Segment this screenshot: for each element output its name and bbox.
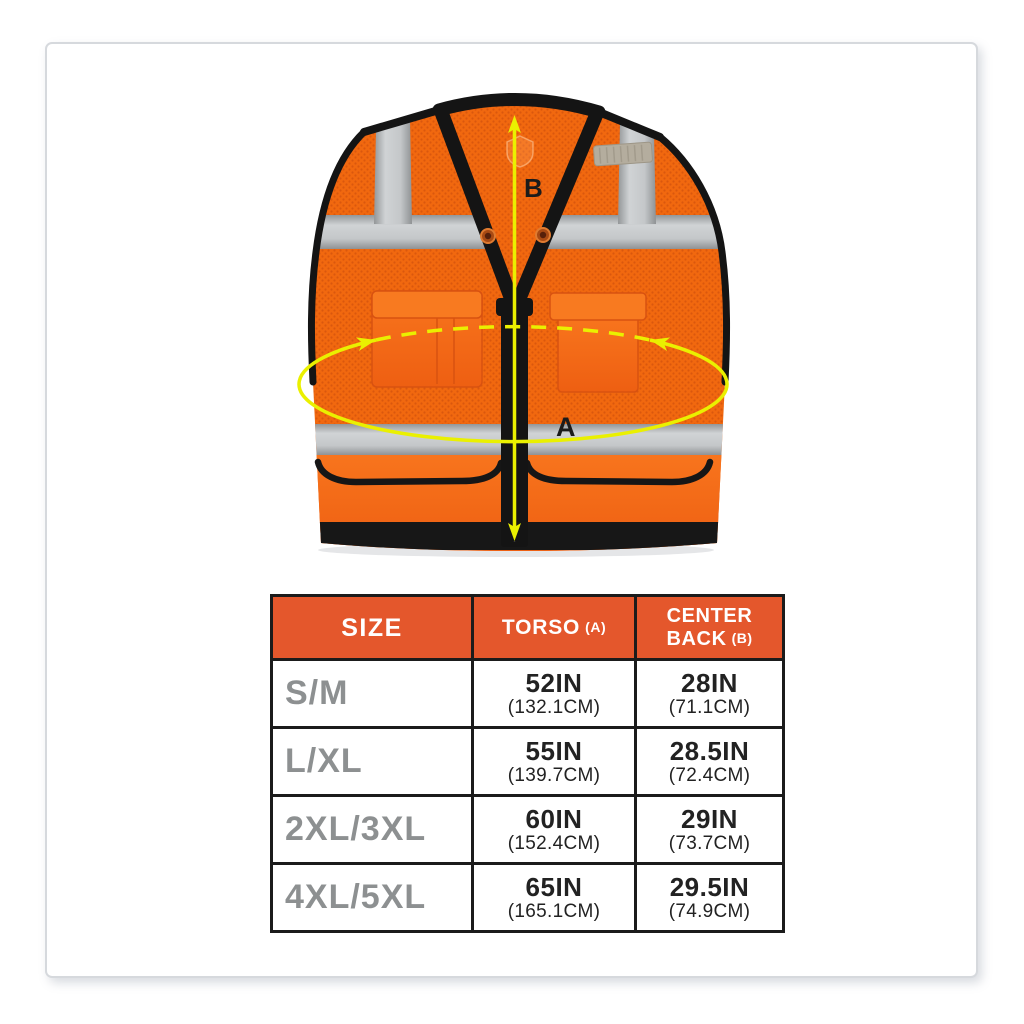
label-b: B bbox=[524, 173, 543, 203]
torso-value: 52IN (132.1CM) bbox=[471, 658, 637, 729]
torso-cm: (132.1CM) bbox=[507, 696, 601, 718]
torso-value: 55IN (139.7CM) bbox=[471, 726, 637, 797]
header-center-back-sub: (B) bbox=[731, 629, 753, 646]
header-size: SIZE bbox=[270, 594, 474, 661]
shoulder-trim bbox=[360, 106, 664, 141]
ellipse-left-arrowhead bbox=[355, 337, 376, 351]
collar-trim bbox=[432, 92, 606, 119]
size-chart-table: SIZE TORSO (A) CENTER BACK (B) S/M 52IN (13… bbox=[270, 594, 785, 933]
back-value: 29.5IN (74.9CM) bbox=[634, 862, 785, 933]
back-inches: 29IN bbox=[681, 803, 738, 834]
back-inches: 29.5IN bbox=[669, 871, 750, 902]
center-back-measure-arrow bbox=[508, 115, 521, 541]
table-row-lxl: L/XL 55IN (139.7CM) 28.5IN (72.4CM) bbox=[270, 726, 785, 797]
back-cm: (72.4CM) bbox=[668, 764, 751, 786]
size-label: S/M bbox=[270, 658, 474, 729]
torso-inches: 60IN bbox=[525, 803, 583, 834]
back-value: 28.5IN (72.4CM) bbox=[634, 726, 785, 797]
left-lower-pocket-flap bbox=[314, 458, 505, 486]
header-size-label: SIZE bbox=[341, 613, 403, 642]
ellipse-right-arrowhead bbox=[650, 337, 671, 351]
back-cm: (74.9CM) bbox=[668, 900, 751, 922]
size-label: L/XL bbox=[270, 726, 474, 797]
right-armhole-trim bbox=[656, 133, 731, 386]
torso-cm: (152.4CM) bbox=[507, 832, 601, 854]
image-frame-card: B A SIZE TORSO (A) CENTER BACK (B) S/M 52I… bbox=[45, 42, 978, 978]
vertical-arrow-top-head bbox=[508, 115, 521, 133]
crest-logo bbox=[506, 135, 534, 168]
size-chart-header-row: SIZE TORSO (A) CENTER BACK (B) bbox=[270, 594, 785, 661]
torso-value: 60IN (152.4CM) bbox=[471, 794, 637, 865]
header-torso-sub: (A) bbox=[585, 618, 607, 635]
header-center-back-label: CENTER BACK bbox=[666, 605, 753, 650]
left-armhole-trim bbox=[307, 128, 368, 386]
back-inches: 28.5IN bbox=[669, 735, 750, 766]
torso-value: 65IN (165.1CM) bbox=[471, 862, 637, 933]
header-torso-label: TORSO bbox=[501, 615, 581, 639]
table-row-sm: S/M 52IN (132.1CM) 28IN (71.1CM) bbox=[270, 658, 785, 729]
torso-inches: 52IN bbox=[525, 667, 583, 698]
table-row-4xl5xl: 4XL/5XL 65IN (165.1CM) 29.5IN (74.9CM) bbox=[270, 862, 785, 933]
torso-cm: (139.7CM) bbox=[507, 764, 601, 786]
back-cm: (73.7CM) bbox=[668, 832, 751, 854]
vest-measurement-diagram: B A bbox=[297, 92, 731, 557]
torso-inches: 55IN bbox=[525, 735, 583, 766]
label-a: A bbox=[556, 412, 576, 442]
back-cm: (71.1CM) bbox=[668, 696, 751, 718]
back-inches: 28IN bbox=[681, 667, 738, 698]
left-grommet bbox=[480, 228, 496, 244]
mic-tab bbox=[593, 141, 653, 167]
back-value: 28IN (71.1CM) bbox=[634, 658, 785, 729]
right-chest-pocket bbox=[549, 292, 647, 393]
inner-placket bbox=[442, 112, 596, 311]
left-shoulder-reflective-stripe bbox=[374, 120, 412, 224]
table-row-2xl3xl: 2XL/3XL 60IN (152.4CM) 29IN (73.7CM) bbox=[270, 794, 785, 865]
left-chest-pocket bbox=[371, 290, 483, 388]
right-vneck-band bbox=[508, 106, 604, 316]
vertical-arrow-bottom-head bbox=[508, 523, 521, 541]
back-value: 29IN (73.7CM) bbox=[634, 794, 785, 865]
torso-cm: (165.1CM) bbox=[507, 900, 601, 922]
size-label: 4XL/5XL bbox=[270, 862, 474, 933]
size-label: 2XL/3XL bbox=[270, 794, 474, 865]
torso-inches: 65IN bbox=[525, 871, 583, 902]
right-grommet bbox=[535, 227, 551, 243]
left-vneck-band bbox=[434, 104, 522, 316]
header-center-back: CENTER BACK (B) bbox=[634, 594, 785, 661]
right-lower-pocket-flap bbox=[523, 458, 714, 486]
header-torso: TORSO (A) bbox=[471, 594, 637, 661]
